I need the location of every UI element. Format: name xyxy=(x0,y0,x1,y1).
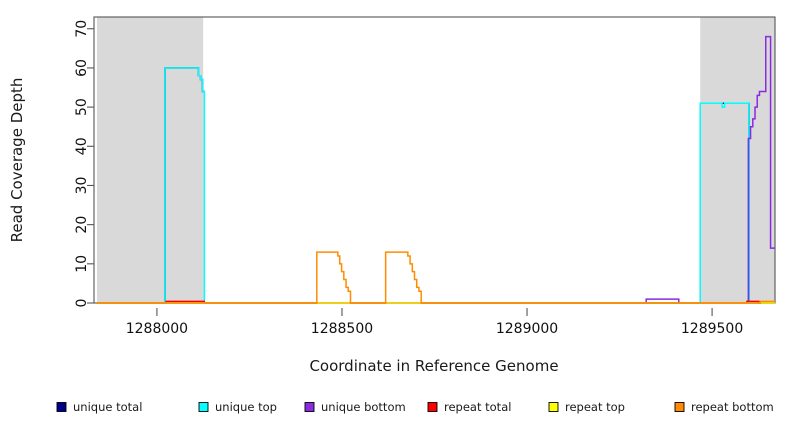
legend-label-unique-total: unique total xyxy=(73,400,142,414)
legend-swatch-unique-top xyxy=(198,402,209,412)
x-axis-title: Coordinate in Reference Genome xyxy=(309,357,558,375)
y-tick-label-10: 10 xyxy=(74,255,90,273)
x-tick-label-1288500: 1288500 xyxy=(311,321,373,337)
y-tick-label-30: 30 xyxy=(74,177,90,195)
y-tick-label-70: 70 xyxy=(74,20,90,38)
legend-swatch-repeat-total xyxy=(427,402,438,412)
legend-swatch-repeat-top xyxy=(548,402,559,412)
left-repeat-region xyxy=(96,17,204,303)
x-tick-label-1289000: 1289000 xyxy=(496,321,558,337)
legend-label-unique-top: unique top xyxy=(215,400,277,414)
series-unique-bottom xyxy=(96,35,775,304)
legend-label-repeat-top: repeat top xyxy=(565,400,625,414)
legend-swatch-unique-total xyxy=(56,402,67,412)
legend-label-unique-bottom: unique bottom xyxy=(321,400,406,414)
legend-swatch-unique-bottom xyxy=(304,402,315,412)
y-tick-label-50: 50 xyxy=(74,98,90,116)
right-repeat-region xyxy=(700,17,775,303)
legend-label-repeat-total: repeat total xyxy=(444,400,511,414)
y-tick-label-40: 40 xyxy=(74,137,90,155)
legend-swatch-repeat-bottom xyxy=(674,402,685,412)
x-tick-label-1288000: 1288000 xyxy=(126,321,188,337)
y-axis-title: Read Coverage Depth xyxy=(8,78,26,243)
legend-label-repeat-bottom: repeat bottom xyxy=(691,400,774,414)
series-unique-top xyxy=(96,67,775,304)
x-tick-label-1289500: 1289500 xyxy=(681,321,743,337)
y-tick-label-20: 20 xyxy=(74,216,90,234)
y-tick-label-0: 0 xyxy=(74,299,90,308)
series-repeat-bottom xyxy=(96,251,775,304)
y-tick-label-60: 60 xyxy=(74,59,90,77)
